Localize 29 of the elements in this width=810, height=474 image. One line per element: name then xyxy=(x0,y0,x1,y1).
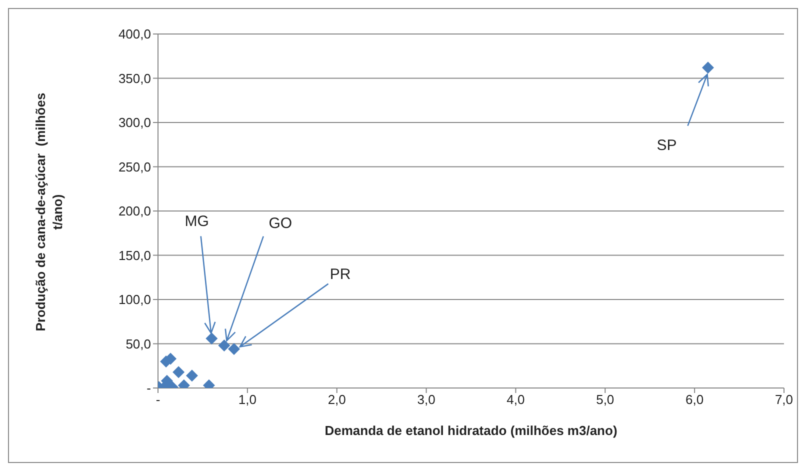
x-axis-title: Demanda de etanol hidratado (milhões m3/ano) xyxy=(324,423,618,438)
x-tick-label: 7,0 xyxy=(774,392,794,408)
point xyxy=(186,370,198,382)
point xyxy=(172,366,185,378)
point xyxy=(218,340,230,352)
annotation: SP xyxy=(656,136,677,154)
x-tick-label: 4,0 xyxy=(506,392,525,408)
y-tick-label: 100,0 xyxy=(118,292,151,308)
annotation: PR xyxy=(330,266,351,283)
annotation: GO xyxy=(268,215,292,232)
y-tick-label: 200,0 xyxy=(118,204,151,219)
y-tick-label: 300,0 xyxy=(118,115,151,130)
y-tick-label: - xyxy=(146,380,151,396)
x-tick-label: 2,0 xyxy=(328,392,346,408)
y-tick-label: 150,0 xyxy=(118,248,151,263)
x-tick-label: - xyxy=(156,392,160,408)
point xyxy=(206,332,218,344)
x-tick-label: 6,0 xyxy=(686,392,704,408)
x-tick-label: 5,0 xyxy=(596,392,614,408)
y-tick-label: 400,0 xyxy=(118,26,151,42)
y-tick-label: 50,0 xyxy=(126,336,151,352)
y-tick-label: 250,0 xyxy=(118,159,151,174)
point xyxy=(228,343,240,356)
annotation: MG xyxy=(184,213,209,230)
x-tick-label: 3,0 xyxy=(417,392,436,408)
y-tick-label: 350,0 xyxy=(118,70,151,86)
point xyxy=(702,62,714,74)
x-tick-label: 1,0 xyxy=(238,392,256,408)
y-axis-title: Produção de cana-de-açúcar (milhões t/ano) xyxy=(33,92,65,332)
